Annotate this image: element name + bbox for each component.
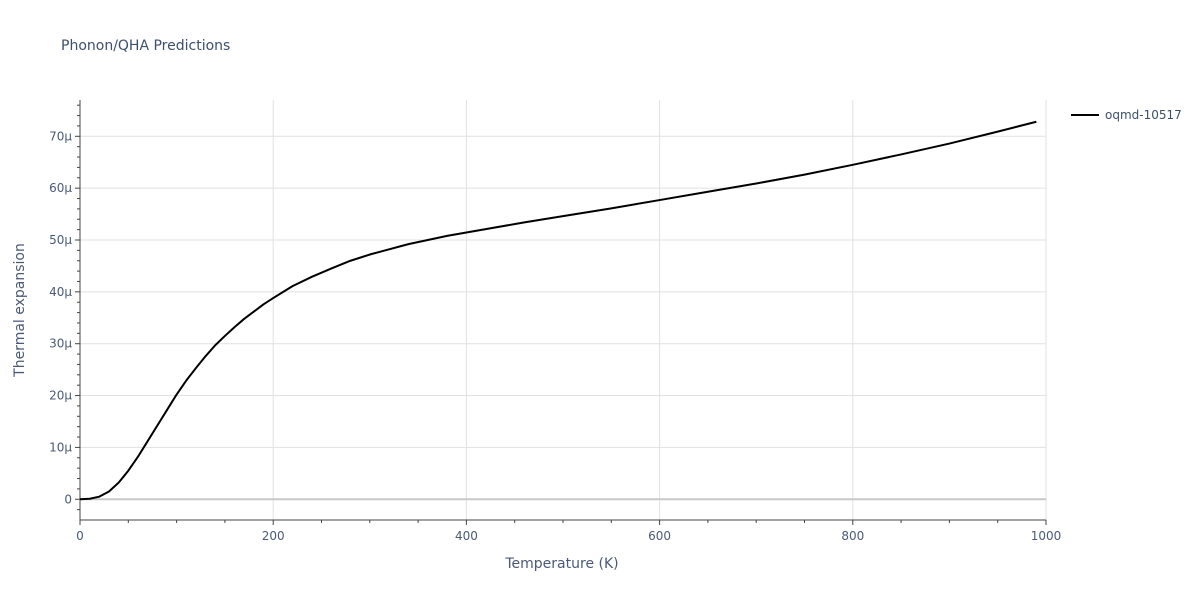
legend: oqmd-10517 xyxy=(1071,108,1182,122)
x-tick-label: 800 xyxy=(841,529,864,543)
y-tick-label: 40μ xyxy=(49,285,72,299)
y-tick-label: 70μ xyxy=(49,129,72,143)
x-tick-label: 0 xyxy=(76,529,84,543)
y-axis: 0 10μ 20μ 30μ 40μ 50μ 60μ 70μ xyxy=(49,100,81,520)
y-tick-label: 60μ xyxy=(49,181,72,195)
y-tick-label: 20μ xyxy=(49,389,72,403)
x-tick-label: 1000 xyxy=(1031,529,1062,543)
y-tick-label: 10μ xyxy=(49,440,72,454)
x-tick-label: 600 xyxy=(648,529,671,543)
legend-label: oqmd-10517 xyxy=(1105,108,1182,122)
grid xyxy=(80,100,1047,520)
y-axis-title: Thermal expansion xyxy=(12,243,28,378)
y-tick-label: 50μ xyxy=(49,233,72,247)
series-line-oqmd-10517 xyxy=(79,120,1037,501)
x-axis: 0 200 400 600 800 1000 xyxy=(76,519,1062,543)
series-layer xyxy=(79,120,1037,501)
y-tick-label: 30μ xyxy=(49,337,72,351)
x-tick-label: 200 xyxy=(262,529,285,543)
chart-title: Phonon/QHA Predictions xyxy=(61,38,230,54)
x-tick-label: 400 xyxy=(455,529,478,543)
x-axis-title: Temperature (K) xyxy=(504,556,618,572)
y-tick-label: 0 xyxy=(64,492,72,506)
